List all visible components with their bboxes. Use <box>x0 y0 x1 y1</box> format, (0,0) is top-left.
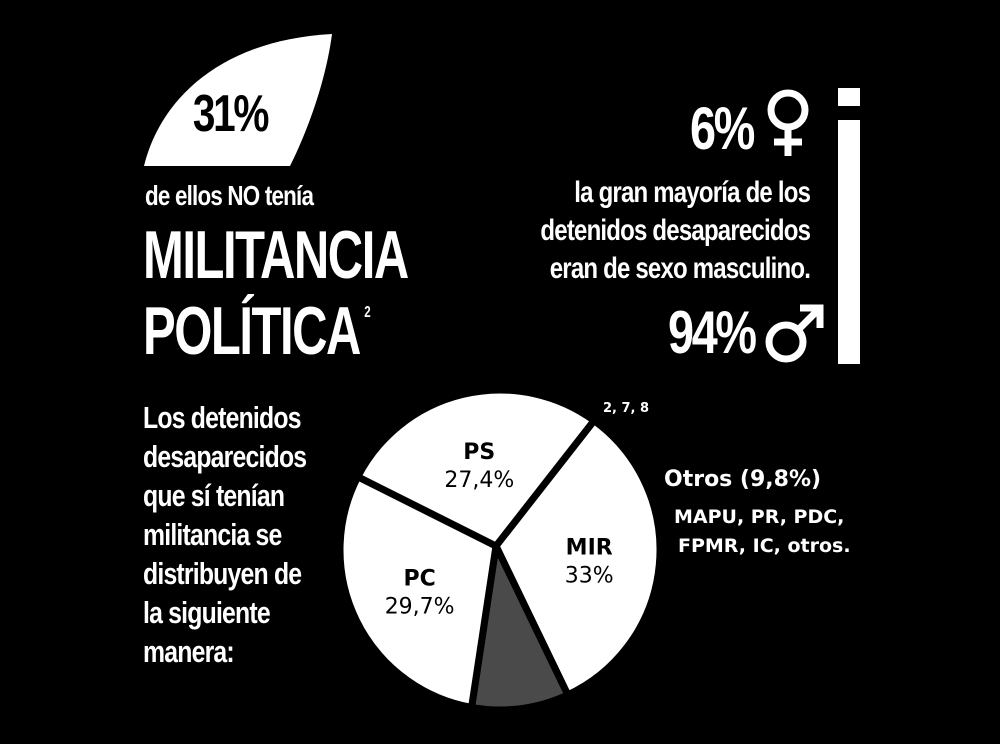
description-line: desaparecidos <box>143 439 307 474</box>
otros-slice-label: Otros (9,8%) <box>664 467 822 492</box>
male-percentage: 94% <box>668 299 757 366</box>
pie-value-pc: 29,7% <box>385 595 455 620</box>
female-percentage: 6% <box>690 95 755 162</box>
description-line: que sí tenían <box>143 478 285 513</box>
militancy-distribution-description: Los detenidos desaparecidos que sí tenía… <box>143 398 307 671</box>
description-line: militancia se <box>143 517 282 552</box>
no-militancy-intro: de ellos NO tenía <box>145 180 314 211</box>
male-symbol-icon <box>765 304 824 363</box>
otros-detail-line: MAPU, PR, PDC, <box>674 506 845 528</box>
exclamation-dot <box>838 88 860 106</box>
no-militancy-percentage: 31% <box>192 85 270 143</box>
gender-text-line: detenidos desaparecidos <box>540 214 811 247</box>
chart-references: 2, 7, 8 <box>603 401 650 416</box>
female-symbol-icon <box>767 89 809 156</box>
description-line: Los detenidos <box>143 400 302 435</box>
pie-label-pc: PC <box>404 567 436 592</box>
pie-slice-pc <box>336 473 500 711</box>
party-pie-chart: MIR 33% PC 29,7% PS 27,4% <box>336 386 664 714</box>
pie-value-mir: 33% <box>565 564 614 589</box>
otros-detail-line: FPMR, IC, otros. <box>678 535 851 557</box>
exclamation-bar <box>838 120 860 364</box>
gender-text-line: la gran mayoría de los <box>574 176 811 209</box>
gender-description: la gran mayoría de los detenidos desapar… <box>540 174 811 288</box>
description-line: la siguiente <box>143 595 271 630</box>
pie-slice-ps <box>354 386 598 550</box>
pie-label-ps: PS <box>463 440 495 465</box>
percentage-badge <box>144 34 332 166</box>
description-line: manera: <box>143 634 235 669</box>
militancy-heading-line2: POLÍTICA 2 <box>143 293 371 369</box>
militancy-heading-line1: MILITANCIA <box>143 217 409 293</box>
footnote-marker: 2 <box>364 304 370 321</box>
pie-label-mir: MIR <box>566 536 613 561</box>
gender-text-line: eran de sexo masculino. <box>549 252 811 285</box>
description-line: distribuyen de <box>143 556 302 591</box>
pie-value-ps: 27,4% <box>444 468 514 493</box>
